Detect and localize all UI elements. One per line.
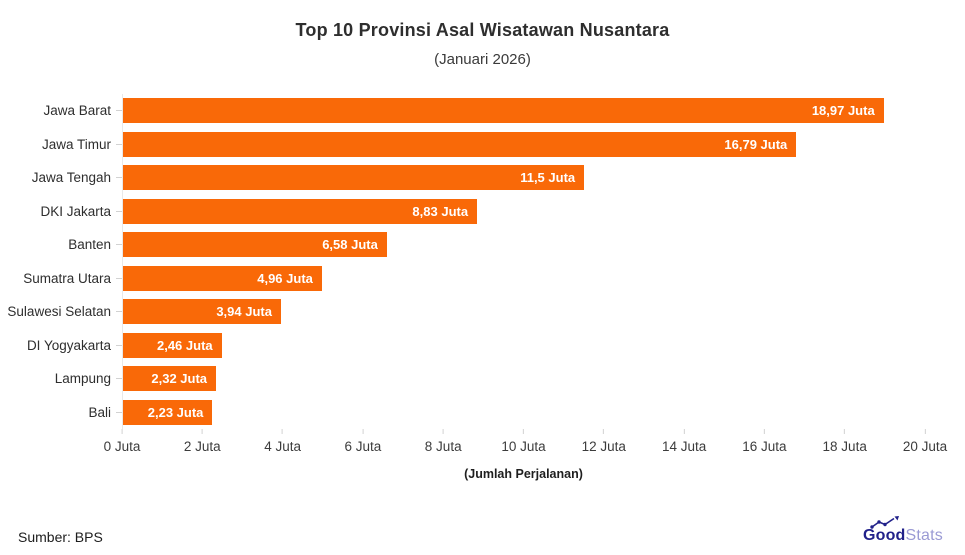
x-axis-tick: 6 Juta: [344, 429, 382, 454]
y-tick-mark: [116, 344, 122, 346]
bar-row: Jawa Barat 18,97 Juta: [43, 94, 925, 128]
bar-category-label: Jawa Tengah: [31, 170, 111, 186]
x-axis-tick: 18 Juta: [823, 429, 867, 454]
x-tick-label: 8 Juta: [424, 439, 462, 454]
x-tick-label: 20 Juta: [902, 439, 948, 454]
bar-row: Jawa Tengah 11,5 Juta: [32, 161, 925, 195]
bar-category-label: Sulawesi Selatan: [7, 304, 111, 320]
x-axis-tick: 2 Juta: [184, 429, 221, 454]
y-tick-mark: [116, 143, 122, 145]
x-tick-mark: [683, 429, 685, 434]
y-tick-mark: [116, 277, 122, 279]
bar-row: DKI Jakarta 8,83 Juta: [40, 195, 925, 229]
bar-category-label: Jawa Timur: [41, 136, 111, 152]
x-tick-mark: [924, 429, 926, 434]
bar-value-label: 6,58 Juta: [322, 237, 378, 253]
bar-value-label: 3,94 Juta: [216, 304, 272, 320]
x-tick-label: 6 Juta: [344, 439, 382, 454]
y-tick-mark: [116, 411, 122, 413]
x-axis-tick: 14 Juta: [662, 429, 706, 454]
bar-category-label: Banten: [68, 237, 111, 253]
bar: 2,23 Juta: [123, 399, 213, 425]
bar-value-label: 18,97 Juta: [811, 103, 875, 119]
x-tick-label: 2 Juta: [183, 439, 221, 454]
x-tick-label: 12 Juta: [581, 439, 626, 454]
bar: 8,83 Juta: [123, 198, 478, 224]
bar-row: Lampung 2,32 Juta: [55, 362, 925, 396]
x-axis-tick: 20 Juta: [903, 429, 947, 454]
x-tick-mark: [362, 429, 364, 434]
x-axis-tick: 12 Juta: [582, 429, 626, 454]
x-tick-mark: [522, 429, 524, 434]
brand-text-bold: Good: [862, 527, 906, 544]
bar-value-label: 16,79 Juta: [724, 136, 788, 152]
bar: 3,94 Juta: [123, 299, 281, 325]
bar-row: Sulawesi Selatan 3,94 Juta: [7, 295, 925, 329]
x-tick-label: 18 Juta: [822, 439, 867, 454]
bar-value-label: 2,23 Juta: [147, 404, 204, 420]
bar-value-label: 2,32 Juta: [151, 371, 208, 387]
x-axis-tick: 0 Juta: [103, 429, 141, 454]
x-axis-tick: 8 Juta: [425, 429, 462, 454]
bar-row: Jawa Timur 16,79 Juta: [42, 128, 925, 162]
x-tick-label: 16 Juta: [742, 439, 787, 454]
bar-category-label: Sumatra Utara: [23, 270, 111, 286]
source-label: Sumber: BPS: [18, 529, 103, 545]
x-tick-mark: [603, 429, 605, 434]
x-tick-mark: [201, 429, 203, 434]
chart-title: Top 10 Provinsi Asal Wisatawan Nusantara: [295, 20, 670, 40]
x-axis-tick: 16 Juta: [742, 429, 787, 454]
x-tick-label: 0 Juta: [103, 439, 141, 454]
trend-up-icon: [870, 516, 899, 529]
x-tick-mark: [844, 429, 846, 434]
x-axis-tick: 10 Juta: [501, 429, 546, 454]
brand-text-light: Stats: [905, 527, 943, 544]
bar-value-label: 8,83 Juta: [412, 203, 469, 219]
x-tick-mark: [763, 429, 765, 434]
bar-value-label: 4,96 Juta: [257, 270, 313, 286]
y-tick-mark: [116, 177, 122, 179]
y-tick-mark: [116, 210, 122, 212]
bar-category-label: DI Yogyakarta: [26, 337, 111, 353]
x-tick-label: 4 Juta: [264, 439, 301, 454]
x-tick-mark: [121, 429, 123, 434]
x-tick-mark: [442, 429, 444, 434]
y-tick-mark: [116, 311, 122, 313]
bar-value-label: 2,46 Juta: [156, 337, 213, 353]
x-axis-title: (Jumlah Perjalanan): [464, 467, 583, 481]
bar-plot-area: Jawa Barat 18,97 Juta Jawa Timur 16,79 Juta…: [7, 94, 925, 430]
bar-category-label: DKI Jakarta: [40, 203, 111, 219]
x-tick-label: 14 Juta: [661, 439, 707, 454]
bar-category-label: Bali: [88, 404, 111, 420]
bar-row: Sumatra Utara 4,96 Juta: [23, 262, 925, 296]
chart-subtitle: (Januari 2026): [434, 51, 531, 68]
bar: 16,79 Juta: [123, 131, 797, 157]
bar-row: DI Yogyakarta 2,46 Juta: [27, 329, 925, 363]
x-axis-tick: 4 Juta: [264, 429, 301, 454]
bar: 6,58 Juta: [123, 232, 387, 258]
x-axis: 0 Juta 2 Juta 4 Juta 6 Juta 8 Juta 10 Juta 12 …: [104, 429, 947, 463]
bar: 18,97 Juta: [123, 98, 884, 124]
bar-category-label: Jawa Barat: [43, 103, 111, 119]
bar: 11,5 Juta: [123, 165, 585, 191]
chart-header: Top 10 Provinsi Asal Wisatawan Nusantara…: [0, 20, 965, 68]
bar-row: Bali 2,23 Juta: [88, 396, 925, 430]
bar: 2,32 Juta: [123, 366, 217, 392]
bar: 4,96 Juta: [123, 265, 322, 291]
bar: 2,46 Juta: [123, 332, 222, 358]
bar-category-label: Lampung: [54, 371, 111, 387]
x-tick-mark: [282, 429, 284, 434]
y-tick-mark: [116, 244, 122, 246]
goodstats-logo: GoodStats: [862, 516, 947, 545]
y-tick-mark: [116, 110, 122, 112]
y-tick-mark: [116, 378, 122, 380]
bar-rows: Jawa Barat 18,97 Juta Jawa Timur 16,79 Juta…: [7, 94, 925, 430]
bar-value-label: 11,5 Juta: [520, 170, 576, 186]
bar-row: Banten 6,58 Juta: [68, 228, 925, 262]
footer: Sumber: BPS GoodStats: [0, 516, 965, 545]
x-tick-label: 10 Juta: [501, 439, 546, 454]
